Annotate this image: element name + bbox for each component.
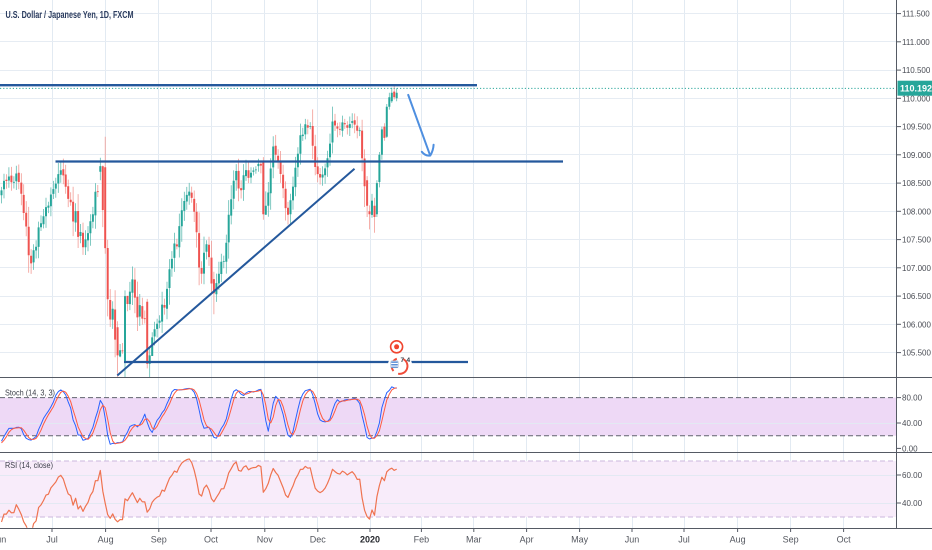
svg-text:107.000: 107.000 <box>902 264 931 273</box>
svg-text:111.500: 111.500 <box>902 10 930 19</box>
svg-text:Nov: Nov <box>257 535 274 545</box>
svg-text:Sep: Sep <box>783 535 799 545</box>
svg-text:Aug: Aug <box>98 535 114 545</box>
svg-text:Jul: Jul <box>46 535 58 545</box>
svg-text:Apr: Apr <box>520 535 534 545</box>
svg-text:Dec: Dec <box>310 535 327 545</box>
svg-text:80.00: 80.00 <box>902 394 923 403</box>
svg-text:Jun: Jun <box>0 535 6 545</box>
svg-text:Jul: Jul <box>678 535 690 545</box>
svg-text:40.00: 40.00 <box>902 499 923 508</box>
svg-text:Aug: Aug <box>730 535 746 545</box>
svg-text:0.00: 0.00 <box>902 444 918 453</box>
svg-text:Mar: Mar <box>466 535 482 545</box>
svg-text:60.00: 60.00 <box>902 471 923 480</box>
svg-text:108.000: 108.000 <box>902 207 931 216</box>
svg-text:May: May <box>571 535 589 545</box>
svg-text:40.00: 40.00 <box>902 419 923 428</box>
svg-text:106.000: 106.000 <box>902 320 931 329</box>
svg-text:105.500: 105.500 <box>902 349 931 358</box>
svg-text:107.500: 107.500 <box>902 236 931 245</box>
svg-text:110.000: 110.000 <box>902 94 931 103</box>
svg-text:Jun: Jun <box>625 535 640 545</box>
svg-text:109.000: 109.000 <box>902 151 931 160</box>
svg-text:Feb: Feb <box>414 535 430 545</box>
svg-text:U.S. Dollar / Japanese Yen, 1D: U.S. Dollar / Japanese Yen, 1D, FXCM <box>6 10 134 21</box>
svg-text:2020: 2020 <box>360 535 380 545</box>
svg-text:7: 7 <box>401 357 405 364</box>
svg-text:RSI (14, close): RSI (14, close) <box>5 461 53 470</box>
svg-text:4: 4 <box>407 357 411 364</box>
svg-text:Stoch (14, 3, 3): Stoch (14, 3, 3) <box>5 389 55 398</box>
svg-text:106.500: 106.500 <box>902 292 931 301</box>
svg-text:110.192: 110.192 <box>900 83 932 93</box>
svg-text:111.000: 111.000 <box>902 38 930 47</box>
svg-text:Oct: Oct <box>837 535 852 545</box>
svg-text:Sep: Sep <box>151 535 167 545</box>
svg-text:108.500: 108.500 <box>902 179 931 188</box>
svg-text:Oct: Oct <box>204 535 219 545</box>
svg-text:110.500: 110.500 <box>902 66 931 75</box>
svg-text:109.500: 109.500 <box>902 123 931 132</box>
